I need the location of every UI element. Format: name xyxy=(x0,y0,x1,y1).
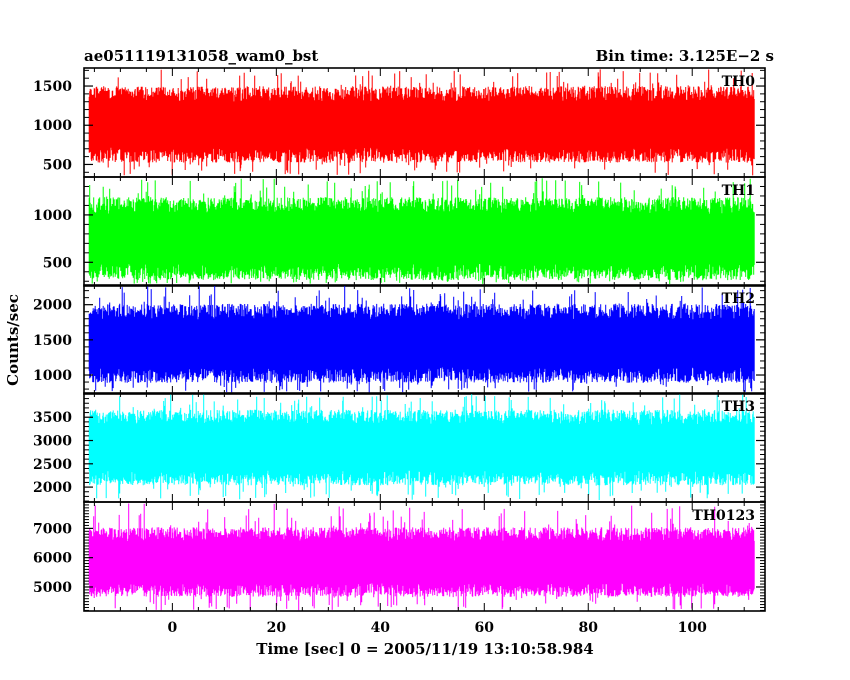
y-tick-label: 1500 xyxy=(33,333,72,349)
y-tick-label: 1000 xyxy=(33,368,72,384)
bin-time-label: Bin time: 3.125E−2 s xyxy=(596,47,774,65)
y-tick-label: 3000 xyxy=(33,434,72,450)
panel-name-label: TH0123 xyxy=(692,508,755,524)
y-axis-title: Counts/sec xyxy=(4,294,22,386)
panel-name-label: TH1 xyxy=(722,183,755,199)
y-tick-label: 2500 xyxy=(33,457,72,473)
panel-th2: 1000 1500 2000 TH2 xyxy=(33,284,766,395)
panels-group: 500 1000 1500 TH0 500 1000 TH1 1000 1500 2000 TH2 2… xyxy=(33,67,766,612)
panel-th3: 2000 2500 3000 3500 TH3 xyxy=(33,392,766,503)
x-tick-label: 40 xyxy=(371,620,391,636)
panel-frame xyxy=(83,176,766,287)
y-tick-label: 2000 xyxy=(33,298,72,314)
chart-title: ae051119131058_wam0_bst xyxy=(84,47,318,65)
x-tick-label: 0 xyxy=(167,620,177,636)
y-tick-label: 500 xyxy=(43,255,72,271)
x-axis-title: Time [sec] 0 = 2005/11/19 13:10:58.984 xyxy=(256,640,593,658)
y-tick-label: 5000 xyxy=(33,580,72,596)
panel-frame xyxy=(83,501,766,612)
x-tick-label: 60 xyxy=(475,620,495,636)
y-tick-label: 6000 xyxy=(33,551,72,567)
y-tick-label: 1500 xyxy=(33,79,72,95)
x-tick-label: 100 xyxy=(678,620,707,636)
y-tick-label: 500 xyxy=(43,157,72,173)
x-tick-label: 80 xyxy=(579,620,599,636)
series-th2 xyxy=(88,285,755,393)
panel-th0: 500 1000 1500 TH0 xyxy=(33,67,766,178)
y-tick-label: 7000 xyxy=(33,521,72,537)
y-tick-label: 2000 xyxy=(33,480,72,496)
panel-th0123: 5000 6000 7000 TH0123 xyxy=(33,501,766,612)
panel-name-label: TH3 xyxy=(722,399,755,415)
panel-name-label: TH2 xyxy=(722,291,755,307)
y-tick-label: 1000 xyxy=(33,118,72,134)
panel-name-label: TH0 xyxy=(722,74,756,90)
panel-th1: 500 1000 TH1 xyxy=(33,176,766,287)
y-tick-label: 1000 xyxy=(33,208,72,224)
series-th1 xyxy=(88,178,755,284)
series-th0 xyxy=(88,69,755,176)
x-tick-label: 20 xyxy=(267,620,287,636)
x-axis: 0 20 40 60 80 100 xyxy=(167,620,707,636)
series-th3 xyxy=(88,394,755,500)
y-tick-label: 3500 xyxy=(33,410,72,426)
series-th0123 xyxy=(88,503,755,611)
